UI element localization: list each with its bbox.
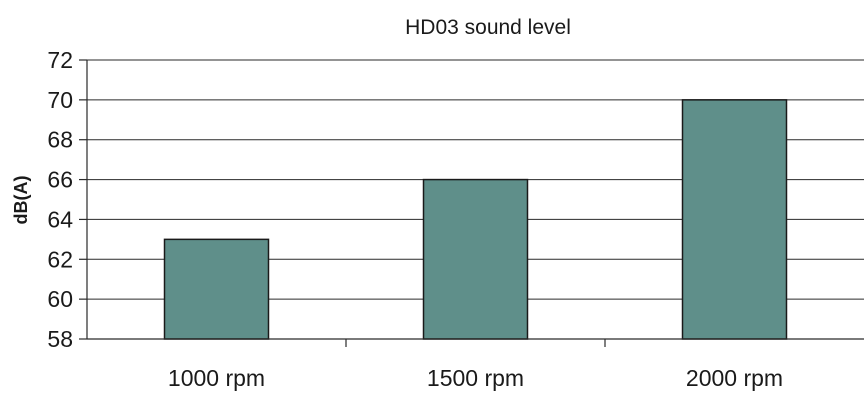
axes [79, 59, 864, 347]
bar-2000-rpm [681, 99, 788, 340]
bar-1000-rpm [163, 238, 270, 340]
x-tick-labels: 1000 rpm 1500 rpm 2000 rpm [168, 365, 783, 391]
y-tick-label-68: 68 [47, 127, 73, 153]
bar-1500-rpm [422, 178, 529, 340]
y-tick-label-72: 72 [47, 47, 73, 73]
y-tick-label-62: 62 [47, 246, 73, 272]
y-tick-label-64: 64 [47, 206, 73, 232]
y-tick-label-66: 66 [47, 167, 73, 193]
y-tick-label-70: 70 [47, 87, 73, 113]
y-tick-labels: 58 60 62 64 66 68 70 72 [47, 47, 73, 352]
y-axis-title: dB(A) [11, 176, 31, 225]
x-tick-label-2000-rpm: 2000 rpm [686, 365, 783, 391]
x-tick-label-1000-rpm: 1000 rpm [168, 365, 265, 391]
x-tick-label-1500-rpm: 1500 rpm [427, 365, 524, 391]
bars [163, 99, 788, 340]
chart-title: HD03 sound level [405, 16, 571, 39]
y-tick-label-60: 60 [47, 286, 73, 312]
y-tick-label-58: 58 [47, 326, 73, 352]
